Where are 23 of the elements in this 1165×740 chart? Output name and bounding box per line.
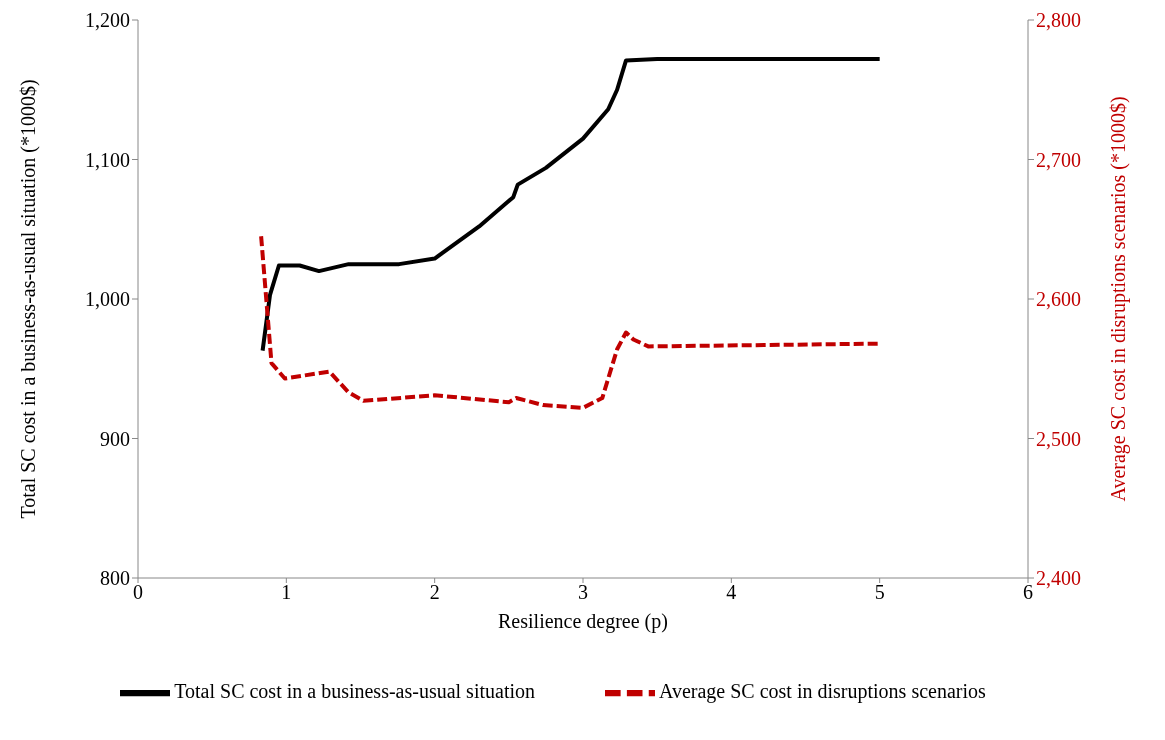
y-tick-label: 900: [100, 427, 130, 450]
x-tick-label: 5: [874, 581, 885, 604]
y2-axis-title: Average SC cost in disruptions scenarios (*1000$): [1107, 96, 1131, 502]
y-tick-label: 1,000: [85, 288, 130, 311]
y-axis-title: Total SC cost in a business-as-usual situation (*1000$): [17, 79, 41, 519]
x-tick-label: 2: [429, 581, 440, 604]
y-tick-label: 1,100: [85, 148, 130, 171]
y2-tick-label: 2,400: [1036, 567, 1081, 590]
y2-tick-label: 2,600: [1036, 288, 1081, 311]
x-tick-label: 3: [578, 581, 588, 604]
y2-tick-label: 2,500: [1036, 427, 1081, 450]
y-tick-label: 1,200: [85, 9, 130, 32]
line-series: [260, 57, 882, 353]
legend-label: Total SC cost in a business-as-usual situation: [174, 679, 535, 702]
y-tick-label: 800: [100, 567, 130, 590]
legend-label: Average SC cost in disruptions scenarios: [659, 679, 986, 702]
x-tick-label: 0: [133, 581, 143, 604]
y2-tick-label: 2,800: [1036, 9, 1081, 32]
x-tick-label: 4: [726, 581, 737, 604]
y2-tick-label: 2,700: [1036, 148, 1081, 171]
x-tick-label: 1: [281, 581, 292, 604]
x-tick-label: 6: [1023, 581, 1033, 604]
x-axis-title: Resilience degree (p): [498, 610, 668, 633]
